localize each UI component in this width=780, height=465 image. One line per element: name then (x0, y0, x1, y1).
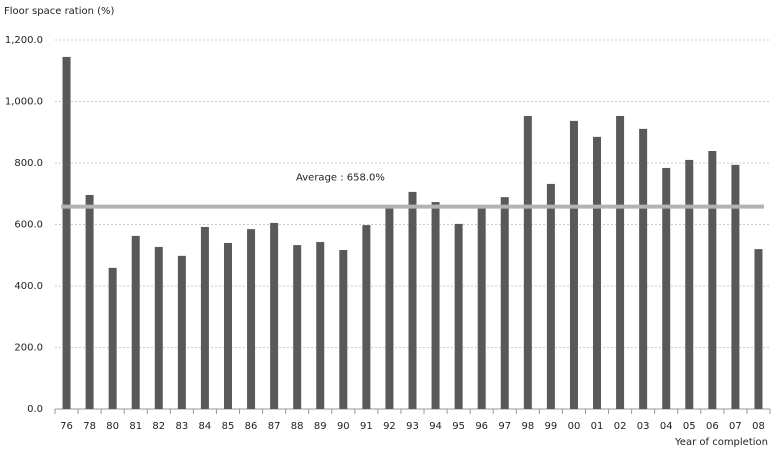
x-tick-label: 92 (383, 421, 396, 432)
bar (270, 222, 279, 409)
x-tick-label: 76 (60, 421, 73, 432)
y-axis-label: Floor space ration (%) (4, 6, 115, 17)
x-tick-label: 05 (683, 421, 696, 432)
bar (500, 197, 509, 409)
y-tick-label: 400.0 (14, 281, 43, 292)
x-tick-label: 80 (106, 421, 119, 432)
y-tick-label: 1,000.0 (5, 97, 43, 108)
x-tick-label: 96 (475, 421, 488, 432)
bar (708, 151, 717, 409)
x-tick-label: 02 (614, 421, 627, 432)
bar (477, 207, 486, 409)
y-tick-label: 0.0 (27, 404, 43, 415)
x-tick-label: 89 (314, 421, 327, 432)
bar (431, 202, 440, 409)
bar (593, 136, 602, 410)
bar (339, 250, 348, 409)
x-tick-label: 78 (83, 421, 96, 432)
bar (662, 167, 671, 409)
bar (616, 115, 625, 409)
average-label: Average : 658.0% (296, 173, 385, 184)
x-tick-label: 81 (129, 421, 142, 432)
bar (385, 206, 394, 409)
bar (523, 115, 532, 409)
bar (546, 183, 555, 409)
x-tick-label: 95 (452, 421, 465, 432)
y-tick-label: 600.0 (14, 220, 43, 231)
bar (85, 194, 94, 409)
x-tick-label: 86 (245, 421, 258, 432)
bar (247, 229, 256, 409)
bar (293, 245, 302, 409)
y-tick-label: 200.0 (14, 343, 43, 354)
bar (569, 120, 578, 409)
x-tick-label: 85 (222, 421, 235, 432)
x-tick-label: 08 (752, 421, 765, 432)
x-tick-label: 00 (568, 421, 581, 432)
x-tick-label: 93 (406, 421, 419, 432)
x-tick-label: 01 (591, 421, 604, 432)
x-tick-label: 88 (291, 421, 304, 432)
x-tick-label: 04 (660, 421, 673, 432)
bar (454, 223, 463, 409)
x-tick-label: 91 (360, 421, 373, 432)
bar (177, 255, 186, 409)
x-tick-label: 03 (637, 421, 650, 432)
x-tick-label: 87 (268, 421, 281, 432)
bar (754, 249, 763, 409)
x-tick-label: 90 (337, 421, 350, 432)
bar (154, 246, 163, 409)
bar (362, 225, 371, 409)
bar (685, 159, 694, 409)
bar (108, 267, 117, 409)
bar (316, 242, 325, 409)
x-tick-label: 06 (706, 421, 719, 432)
x-tick-label: 83 (175, 421, 188, 432)
bar (731, 164, 740, 409)
bar (639, 128, 648, 409)
bar (408, 191, 417, 409)
bar (200, 226, 209, 409)
x-tick-label: 97 (498, 421, 511, 432)
y-tick-label: 1,200.0 (5, 35, 43, 46)
x-axis-label: Year of completion (674, 437, 768, 448)
bar (131, 235, 140, 409)
x-tick-label: 07 (729, 421, 742, 432)
x-tick-label: 82 (152, 421, 165, 432)
y-tick-label: 800.0 (14, 158, 43, 169)
x-tick-label: 98 (521, 421, 534, 432)
x-tick-label: 99 (545, 421, 558, 432)
bar (223, 242, 232, 409)
x-tick-label: 84 (199, 421, 212, 432)
bar (62, 56, 71, 409)
x-tick-label: 94 (429, 421, 442, 432)
